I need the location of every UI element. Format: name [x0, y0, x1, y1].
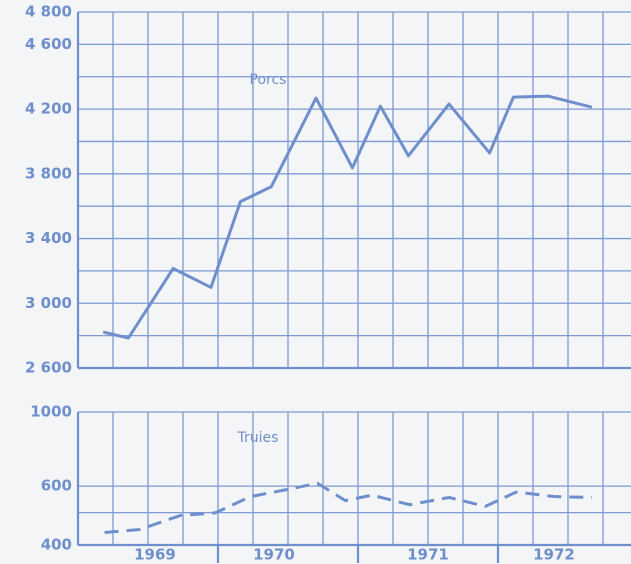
y-tick-label: 4 200 [25, 100, 72, 118]
x-tick-label: 1972 [533, 546, 575, 564]
annotation: Porcs [250, 72, 287, 88]
y-tick-label: 2 600 [25, 359, 72, 377]
y-tick-label: 3 800 [25, 164, 72, 182]
x-tick-label: 1971 [407, 546, 449, 564]
y-tick-label: 4 600 [25, 35, 72, 53]
y-tick-label: 400 [41, 536, 72, 554]
y-tick-label: 1000 [30, 403, 72, 421]
annotation: Truies [237, 430, 279, 446]
y-tick-label: 4 800 [25, 3, 72, 21]
line-series [102, 94, 593, 340]
y-tick-label: 3 400 [25, 229, 72, 247]
x-tick-label: 1969 [134, 546, 176, 564]
x-tick-label: 1970 [253, 546, 295, 564]
y-tick-label: 600 [41, 477, 72, 495]
line-series [104, 481, 592, 534]
y-tick-label: 3 000 [25, 294, 72, 312]
